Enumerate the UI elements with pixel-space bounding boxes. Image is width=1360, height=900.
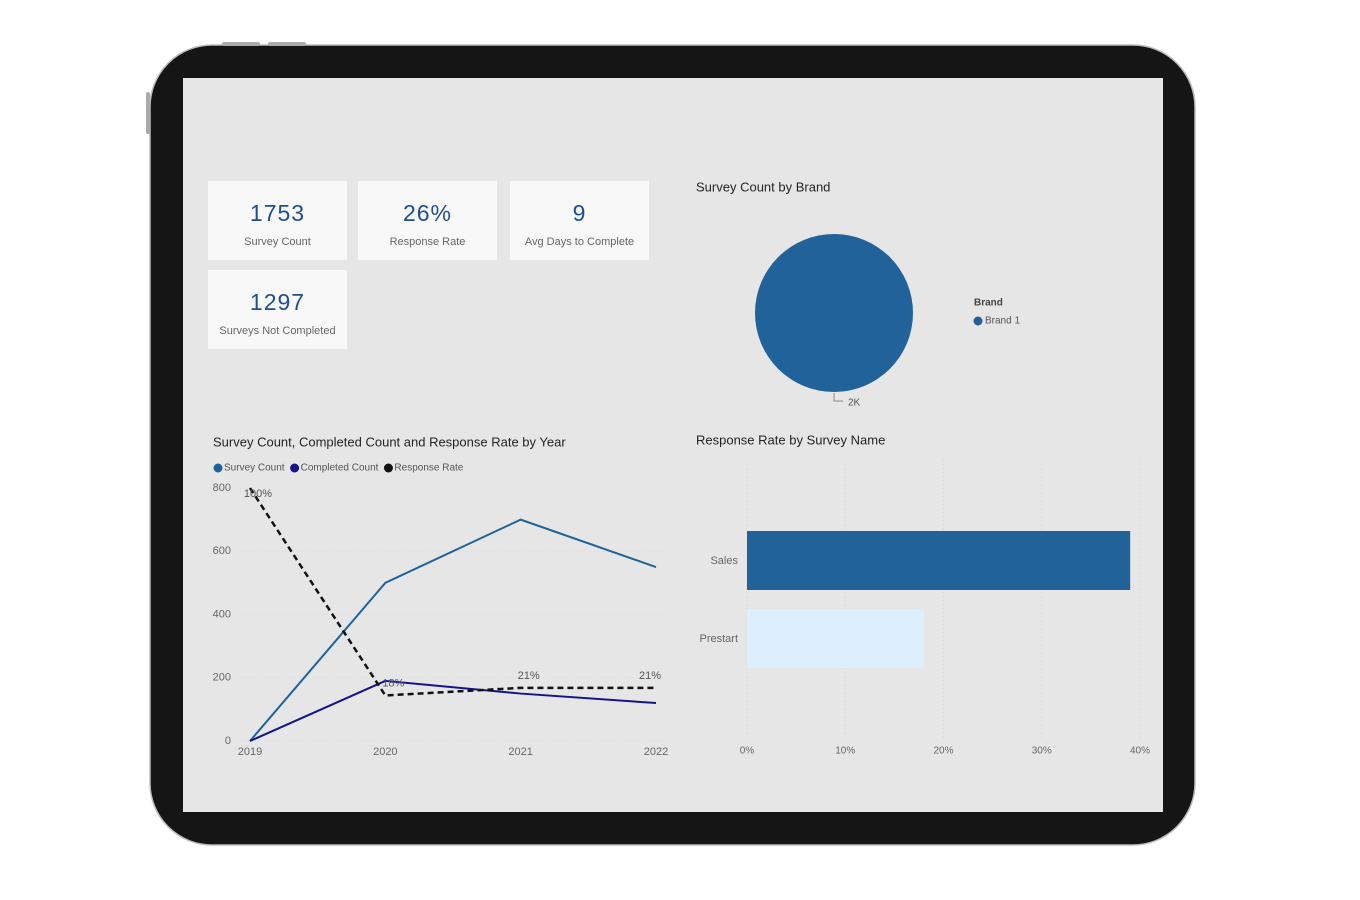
kpi-label: Survey Count [244, 236, 311, 248]
chart-title: Survey Count, Completed Count and Respon… [213, 434, 566, 449]
kpi-card [358, 181, 497, 260]
x-tick-label: 2022 [644, 746, 668, 758]
bar [747, 531, 1131, 590]
data-label: 100% [244, 488, 272, 500]
leader-line [833, 393, 843, 402]
y-tick-label: Prestart [699, 633, 738, 645]
data-label: 2K [848, 398, 861, 409]
legend-label: Response Rate [394, 463, 463, 474]
y-tick-label: 0 [225, 735, 231, 747]
kpi-card [208, 270, 347, 349]
legend-marker [383, 463, 393, 473]
kpi-value: 26% [403, 200, 452, 226]
data-label: 21% [518, 670, 540, 682]
kpi-value: 1297 [250, 289, 305, 315]
data-label: 18% [382, 677, 404, 689]
kpi-value: 9 [573, 200, 587, 226]
y-tick-label: Sales [710, 555, 738, 567]
kpi-card [510, 181, 649, 260]
y-tick-label: 400 [213, 608, 231, 620]
legend-title: Brand [974, 298, 1003, 309]
chart-title: Survey Count by Brand [696, 179, 830, 194]
line-series [248, 487, 656, 697]
y-tick-label: 600 [213, 545, 231, 557]
pie-slice [755, 234, 913, 392]
x-tick-label: 10% [835, 746, 855, 757]
x-tick-label: 2020 [373, 746, 397, 758]
data-label: 21% [639, 670, 661, 682]
legend-label: Brand 1 [985, 316, 1020, 327]
x-tick-label: 40% [1130, 746, 1150, 757]
kpi-card [208, 181, 347, 260]
x-tick-label: 30% [1032, 746, 1052, 757]
x-tick-label: 2021 [508, 746, 532, 758]
kpi-label: Response Rate [390, 236, 466, 248]
x-tick-label: 2019 [238, 746, 262, 758]
x-tick-label: 20% [933, 746, 953, 757]
legend-label: Completed Count [301, 463, 379, 474]
hw-button [146, 92, 150, 134]
chart-title: Response Rate by Survey Name [696, 432, 885, 447]
kpi-value: 1753 [250, 200, 305, 226]
hw-button [268, 42, 306, 46]
legend-marker [973, 316, 983, 326]
line-series [249, 518, 657, 742]
hw-button [222, 42, 260, 46]
line-series [249, 679, 657, 742]
kpi-label: Avg Days to Complete [525, 236, 634, 248]
legend-marker [213, 463, 223, 473]
y-tick-label: 800 [213, 482, 231, 494]
bar [747, 609, 924, 668]
y-tick-label: 200 [213, 672, 231, 684]
legend-label: Survey Count [224, 463, 285, 474]
kpi-cards: 1753 Survey Count 26% Response Rate 9 Avg Day… [208, 181, 649, 349]
legend-marker [290, 463, 300, 473]
x-tick-label: 0% [740, 746, 755, 757]
charts: Survey Count by Brand 2K Brand 1 Brand Surve… [213, 179, 1150, 757]
kpi-label: Surveys Not Completed [219, 325, 335, 337]
